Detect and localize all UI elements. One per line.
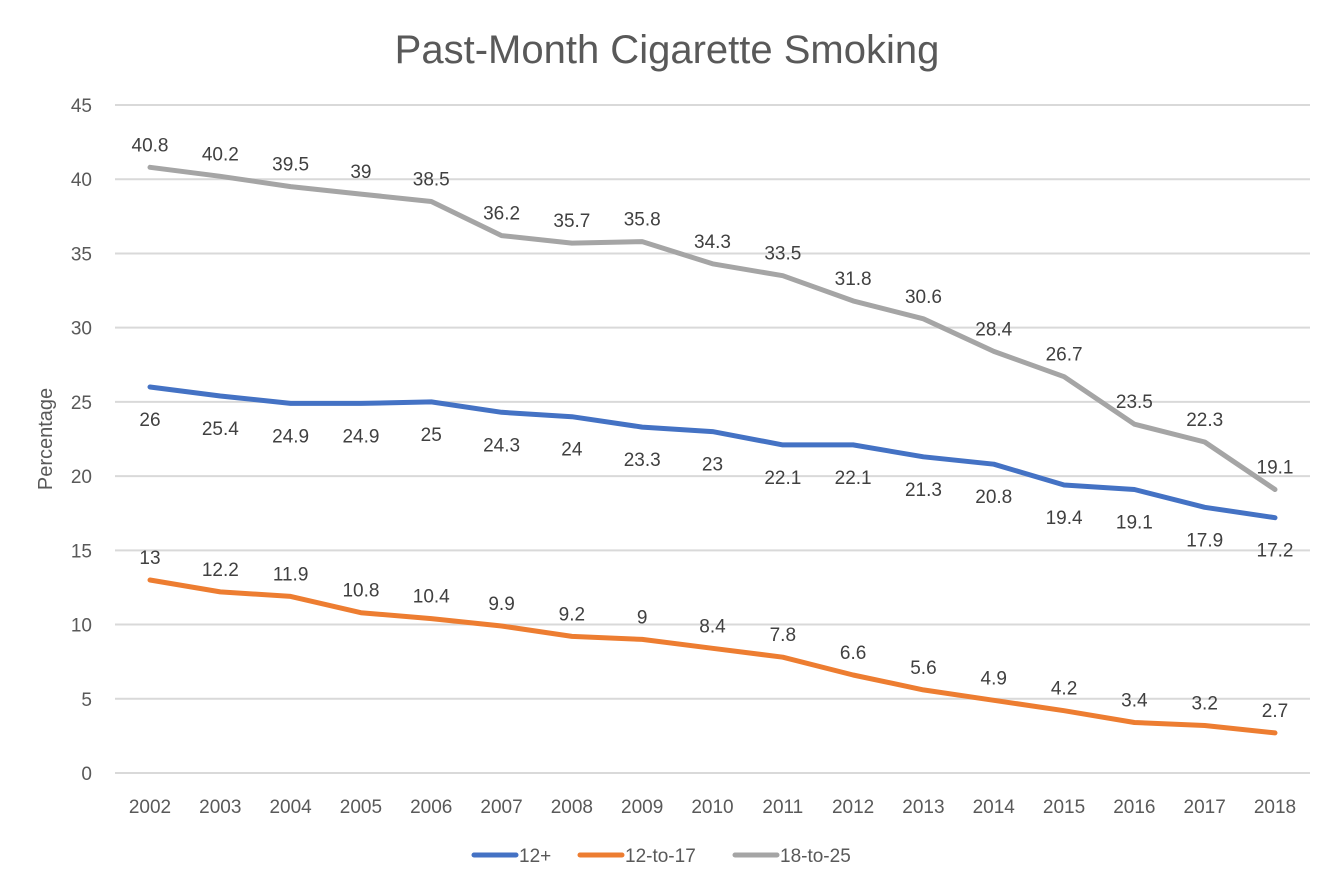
data-label: 28.4 xyxy=(975,319,1012,340)
data-label: 6.6 xyxy=(840,643,866,664)
data-label: 17.9 xyxy=(1186,530,1223,551)
series-line-12+ xyxy=(147,384,1278,521)
x-tick-label: 2017 xyxy=(1184,797,1226,818)
data-label: 19.1 xyxy=(1257,457,1294,478)
data-label: 7.8 xyxy=(770,625,796,646)
y-tick-label: 25 xyxy=(71,393,92,414)
legend: 12+ 12-to-17 18-to-25 xyxy=(471,846,851,867)
y-tick-label: 35 xyxy=(71,244,92,265)
y-tick-label: 5 xyxy=(81,690,92,711)
x-tick-label: 2005 xyxy=(340,797,382,818)
y-axis-label: Percentage xyxy=(35,388,57,490)
data-label: 10.4 xyxy=(413,587,450,608)
x-tick-label: 2016 xyxy=(1113,797,1155,818)
x-axis-ticks: 2002 2003 2004 2005 2006 2007 2008 2009 2010 2011… xyxy=(129,797,1296,818)
x-tick-label: 2009 xyxy=(621,797,663,818)
x-tick-label: 2002 xyxy=(129,797,171,818)
data-label: 20.8 xyxy=(975,487,1012,508)
data-label: 25.4 xyxy=(202,419,239,440)
data-label: 24.9 xyxy=(272,426,309,447)
data-label: 11.9 xyxy=(273,564,309,585)
data-labels: 26 25.4 24.9 24.9 25 24.3 24 23.3 23 22.1 22.1 21.3… xyxy=(132,135,1294,722)
legend-label: 18-to-25 xyxy=(780,846,851,867)
data-label: 23 xyxy=(702,455,723,476)
data-label: 4.9 xyxy=(981,668,1007,689)
data-label: 40.8 xyxy=(132,135,169,156)
x-tick-label: 2008 xyxy=(551,797,593,818)
data-label: 4.2 xyxy=(1051,679,1077,700)
data-label: 22.1 xyxy=(835,468,872,489)
data-label: 17.2 xyxy=(1257,541,1294,562)
x-tick-label: 2010 xyxy=(691,797,733,818)
data-label: 35.7 xyxy=(553,211,590,232)
y-tick-label: 20 xyxy=(71,467,92,488)
y-tick-label: 10 xyxy=(71,616,92,637)
data-label: 23.3 xyxy=(624,450,661,471)
data-label: 9.9 xyxy=(488,594,514,615)
data-label: 3.2 xyxy=(1191,693,1217,714)
data-label: 39.5 xyxy=(272,155,309,176)
data-label: 35.8 xyxy=(624,210,661,231)
y-tick-label: 30 xyxy=(71,319,92,340)
x-tick-label: 2007 xyxy=(480,797,522,818)
x-tick-label: 2012 xyxy=(832,797,874,818)
data-label: 5.6 xyxy=(910,658,936,679)
data-label: 30.6 xyxy=(905,287,942,308)
x-tick-label: 2013 xyxy=(902,797,944,818)
data-label: 24.3 xyxy=(483,435,520,456)
x-tick-label: 2015 xyxy=(1043,797,1085,818)
series-lines xyxy=(147,164,1278,736)
data-label: 39 xyxy=(350,162,371,183)
x-tick-label: 2018 xyxy=(1254,797,1296,818)
data-label: 12.2 xyxy=(202,560,239,581)
data-label: 3.4 xyxy=(1121,691,1148,712)
data-label: 10.8 xyxy=(342,581,379,602)
y-tick-label: 40 xyxy=(71,170,92,191)
y-axis-ticks: 0 5 10 15 20 25 30 35 40 45 xyxy=(71,96,92,785)
x-tick-label: 2011 xyxy=(762,797,803,818)
data-label: 8.4 xyxy=(699,616,726,637)
x-tick-label: 2003 xyxy=(199,797,241,818)
data-label: 26 xyxy=(139,410,160,431)
chart-title: Past-Month Cigarette Smoking xyxy=(395,28,940,72)
series-line-18-to-25 xyxy=(147,164,1278,492)
legend-label: 12+ xyxy=(519,846,551,867)
data-label: 26.7 xyxy=(1046,345,1083,366)
data-label: 21.3 xyxy=(905,480,942,501)
y-tick-label: 15 xyxy=(71,541,92,562)
data-label: 36.2 xyxy=(483,204,520,225)
series-line-12-to-17 xyxy=(147,577,1278,736)
data-label: 34.3 xyxy=(694,232,731,253)
y-tick-label: 45 xyxy=(71,96,92,117)
data-label: 22.1 xyxy=(764,468,801,489)
data-label: 23.5 xyxy=(1116,392,1153,413)
data-label: 13 xyxy=(139,548,160,569)
data-label: 22.3 xyxy=(1186,410,1223,431)
data-label: 38.5 xyxy=(413,169,450,190)
data-label: 9.2 xyxy=(559,604,585,625)
data-label: 24.9 xyxy=(342,426,379,447)
x-tick-label: 2014 xyxy=(973,797,1016,818)
x-tick-label: 2004 xyxy=(269,797,312,818)
data-label: 25 xyxy=(421,425,442,446)
x-tick-label: 2006 xyxy=(410,797,452,818)
data-label: 9 xyxy=(637,607,648,628)
data-label: 24 xyxy=(561,440,583,461)
data-label: 19.1 xyxy=(1116,512,1153,533)
data-label: 2.7 xyxy=(1262,701,1288,722)
legend-label: 12-to-17 xyxy=(625,846,696,867)
data-label: 31.8 xyxy=(835,269,872,290)
y-tick-label: 0 xyxy=(81,764,92,785)
data-label: 33.5 xyxy=(764,244,801,265)
data-label: 19.4 xyxy=(1046,508,1083,529)
data-label: 40.2 xyxy=(202,144,239,165)
